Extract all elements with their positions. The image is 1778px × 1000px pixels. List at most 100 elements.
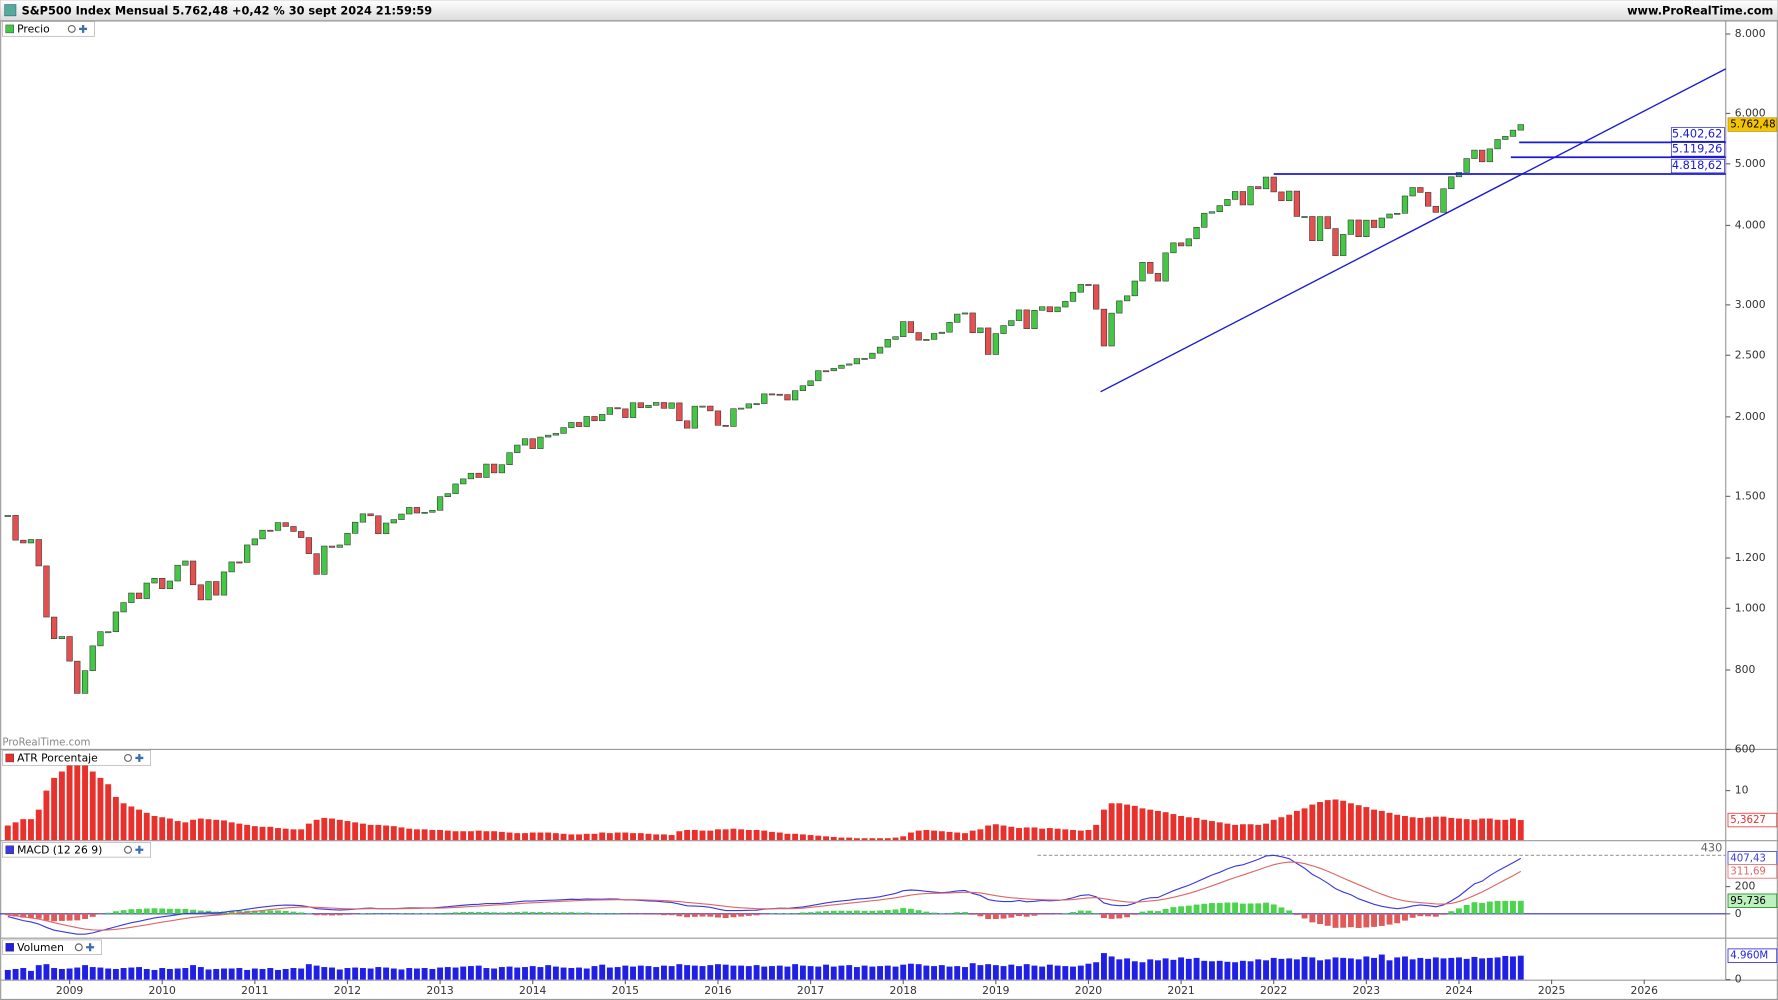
histogram-bar (1440, 913, 1447, 915)
add-icon[interactable] (86, 943, 95, 952)
header-title: S&P500 Index Mensual 5.762,48 +0,42 % 30… (22, 3, 433, 17)
bar (128, 806, 135, 841)
bar (907, 832, 914, 841)
histogram-bar (421, 913, 428, 915)
bar (1309, 804, 1316, 841)
bar (159, 968, 166, 980)
bar (290, 968, 297, 980)
candle (614, 407, 621, 410)
histogram-bar (51, 913, 58, 922)
bar (1502, 955, 1509, 980)
candle (367, 513, 374, 517)
settings-icon[interactable] (124, 753, 132, 762)
bar (1378, 810, 1385, 841)
x-tick-label: 2014 (519, 984, 547, 997)
settings-icon[interactable] (67, 24, 76, 33)
bar (244, 969, 251, 980)
watermark: ProRealTime.com (2, 738, 90, 749)
bar (267, 968, 274, 980)
bar (35, 965, 42, 980)
histogram-bar (1085, 910, 1092, 914)
histogram-bar (799, 912, 806, 914)
bar (1394, 957, 1401, 980)
histogram-bar (668, 913, 675, 916)
candle (1293, 190, 1300, 217)
bar (992, 965, 999, 980)
candle (1139, 262, 1146, 282)
candle (189, 560, 197, 586)
x-tick-label: 2012 (334, 984, 361, 997)
candle (1494, 139, 1501, 150)
bar (375, 967, 382, 980)
bar (413, 829, 420, 841)
histogram-bar (1448, 911, 1455, 914)
candle (1479, 149, 1486, 163)
histogram-bar (483, 911, 490, 914)
bar (205, 969, 212, 980)
histogram-bar (560, 912, 567, 914)
histogram-bar (1170, 907, 1177, 914)
bar (174, 821, 181, 841)
histogram-bar (676, 913, 683, 917)
candle (97, 631, 104, 647)
bar (259, 826, 266, 841)
histogram-bar (352, 913, 359, 915)
x-tick-label: 2024 (1445, 984, 1473, 997)
candle (1123, 295, 1131, 302)
bar (313, 965, 320, 980)
trendline (1100, 68, 1727, 393)
bar (1440, 958, 1447, 980)
bar (722, 964, 729, 980)
settings-icon[interactable] (124, 845, 132, 854)
histogram-bar (915, 910, 922, 914)
bar (1178, 815, 1185, 841)
candle (977, 327, 984, 334)
histogram-bar (97, 913, 104, 915)
candle (838, 364, 845, 369)
bar (823, 964, 830, 980)
histogram-bar (1317, 913, 1323, 925)
bar (58, 968, 65, 980)
bar (900, 836, 907, 841)
bar (166, 818, 173, 841)
add-icon[interactable] (135, 845, 144, 854)
bar (1208, 821, 1215, 841)
bar (1278, 958, 1285, 980)
histogram-bar (105, 912, 112, 914)
bar (298, 829, 305, 841)
candle (1270, 176, 1277, 193)
x-tick-label: 2013 (426, 984, 453, 997)
histogram-bar (522, 911, 528, 914)
histogram-bar (259, 910, 266, 914)
histogram-bar (4, 913, 11, 916)
histogram-bar (853, 910, 860, 914)
bar (962, 833, 968, 841)
bar (1093, 824, 1100, 841)
bar (522, 967, 528, 980)
add-icon[interactable] (79, 24, 88, 33)
bar (475, 830, 482, 841)
histogram-bar (58, 913, 65, 921)
bar (1077, 965, 1084, 980)
histogram-bar (1340, 913, 1347, 928)
last-value-label: 5,3627 (1730, 815, 1766, 826)
histogram-bar (136, 909, 142, 914)
header-site[interactable]: www.ProRealTime.com (1627, 3, 1773, 17)
histogram-bar (491, 912, 498, 914)
bar (1154, 960, 1161, 980)
bar (977, 965, 984, 980)
add-icon[interactable] (135, 753, 144, 762)
candle (205, 581, 212, 601)
bar (452, 831, 459, 841)
candle (1131, 280, 1138, 297)
settings-icon[interactable] (74, 943, 83, 952)
bar (892, 966, 899, 980)
bar (977, 829, 984, 841)
bar (89, 771, 96, 841)
histogram-bar (1463, 904, 1470, 914)
candle (359, 513, 367, 523)
histogram-bar (1147, 910, 1154, 914)
histogram-bar (305, 913, 312, 915)
histogram-bar (344, 913, 351, 915)
candle (1247, 186, 1254, 206)
